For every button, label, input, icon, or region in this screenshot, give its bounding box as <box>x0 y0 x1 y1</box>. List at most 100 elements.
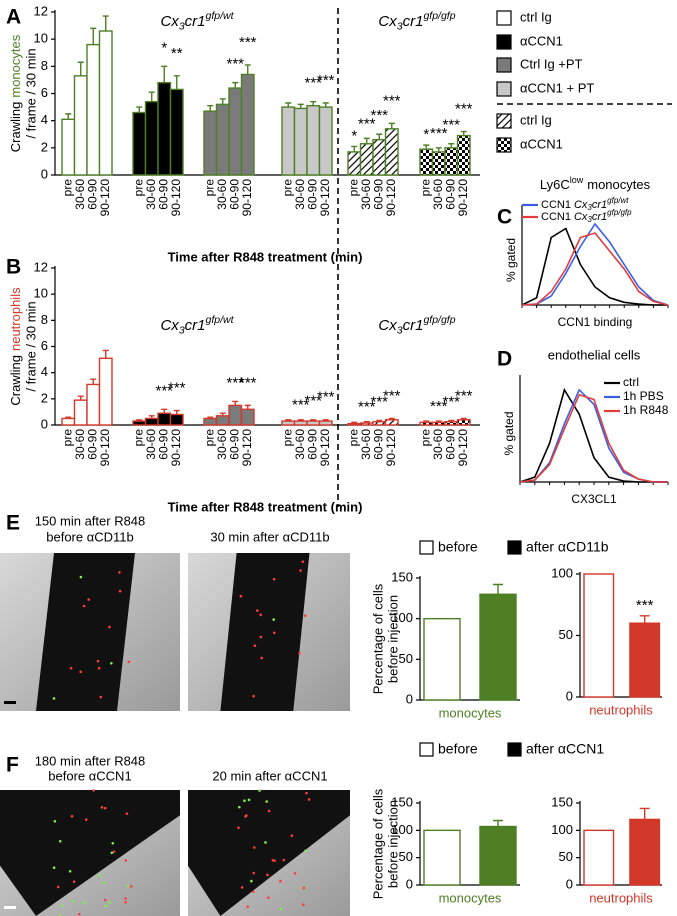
error-bar <box>173 75 180 90</box>
y-tick-label: 50 <box>559 627 573 642</box>
cell-dot <box>104 904 107 908</box>
bar <box>86 383 101 426</box>
bar <box>144 417 159 426</box>
error-bar <box>161 65 168 83</box>
bar <box>157 81 172 176</box>
cell-dot <box>118 589 122 593</box>
legend-swatch <box>496 10 512 26</box>
error-bar <box>423 144 430 150</box>
cell-dot <box>272 577 276 581</box>
cell-dot <box>82 901 86 904</box>
bar <box>372 138 387 176</box>
error-bar <box>322 419 329 422</box>
y-tick-label: 10 <box>34 31 48 46</box>
y-tick-label: 0 <box>41 416 48 431</box>
genotype-sub: 3 <box>179 20 185 32</box>
error-bar <box>232 81 239 89</box>
y-axis-title: / frame / 30 min <box>23 301 38 391</box>
image-caption: 30 min after αCD11b <box>210 529 329 544</box>
cell-dot <box>118 571 121 574</box>
x-tick-label: pre <box>280 429 294 447</box>
significance: *** <box>292 397 310 414</box>
cell-dot <box>87 598 91 601</box>
genotype-sub: 3 <box>179 324 185 336</box>
x-tick-label: 90-120 <box>318 429 332 467</box>
cell-dot <box>124 900 127 904</box>
cell-dot <box>108 625 111 629</box>
x-tick-label: 30-60 <box>215 429 229 460</box>
cell-dot <box>103 806 107 810</box>
x-tick-label: 30-60 <box>359 179 373 210</box>
error-bar <box>639 807 650 820</box>
y-tick-label: 100 <box>391 610 413 625</box>
x-tick-label: 90-120 <box>98 179 112 217</box>
cell-dot <box>252 890 255 894</box>
significance: * <box>351 127 357 144</box>
y-tick-label: 10 <box>34 286 48 301</box>
significance: *** <box>370 393 388 410</box>
bar <box>98 357 113 426</box>
y-axis-title: before injection <box>385 800 400 888</box>
significance: *** <box>168 380 186 397</box>
cell-dot <box>124 859 128 862</box>
cell-dot <box>111 841 115 845</box>
panel-label: E <box>6 512 20 535</box>
error-bar <box>448 143 455 148</box>
genotype-sup: gfp/wt <box>206 10 235 22</box>
cell-dot <box>250 879 253 883</box>
error-bar <box>136 106 143 113</box>
x-tick-label: 90-120 <box>169 179 183 217</box>
x-tick-label: 60-90 <box>85 179 99 210</box>
error-bar <box>244 404 251 410</box>
error-bar <box>285 102 292 108</box>
genotype-part: Cx <box>378 13 397 30</box>
y-axis-title-part: neutrophils <box>8 287 23 351</box>
legend-label: after αCD11b <box>526 539 609 555</box>
cell-dot <box>299 569 302 572</box>
title-part: low <box>570 175 584 185</box>
panel-label: D <box>497 348 512 371</box>
bar <box>157 412 172 426</box>
cell-dot <box>96 659 100 663</box>
genotype-label: Cx3cr1gfp/wt <box>160 10 234 33</box>
category-label: monocytes <box>439 705 502 720</box>
cell-dot <box>56 885 60 889</box>
cell-dot <box>103 898 107 902</box>
cell-dot <box>273 859 276 863</box>
cell-dot <box>290 834 294 837</box>
legend-part: gfp/gfp <box>607 208 632 217</box>
error-bar <box>65 416 72 419</box>
x-tick-label: 60-90 <box>371 429 385 460</box>
bar <box>318 420 333 426</box>
cell-dot <box>79 670 82 674</box>
y-tick-label: 0 <box>406 691 413 706</box>
x-tick-label: pre <box>280 179 294 197</box>
x-axis-title: CX3CL1 <box>571 492 617 506</box>
x-tick-label: pre <box>60 429 74 447</box>
error-bar <box>460 130 467 136</box>
significance: *** <box>239 34 257 51</box>
x-tick-label: 30-60 <box>215 179 229 210</box>
image-caption: 180 min after R848 <box>35 753 146 768</box>
x-tick-label: 30-60 <box>431 429 445 460</box>
x-tick-label: 90-120 <box>240 429 254 467</box>
bar <box>444 147 459 176</box>
x-tick-label: 90-120 <box>240 179 254 217</box>
bar <box>419 421 434 426</box>
legend-label: after αCCN1 <box>526 741 604 757</box>
x-tick-label: 30-60 <box>144 429 158 460</box>
error-bar <box>297 103 304 109</box>
error-bar <box>90 27 97 45</box>
error-bar <box>493 583 503 595</box>
scale-bar <box>4 701 16 704</box>
chart-title: Ly6Clow monocytes <box>540 175 651 192</box>
error-bar <box>376 133 383 140</box>
legend-swatch <box>507 742 522 757</box>
y-axis-title: before injection <box>385 595 400 683</box>
significance: *** <box>239 374 257 391</box>
image-caption: 150 min after R848 <box>35 513 146 528</box>
legend-part: gfp/wt <box>607 196 629 205</box>
significance: *** <box>383 387 401 404</box>
x-tick-label: 30-60 <box>73 429 87 460</box>
panel-label: F <box>6 754 19 777</box>
